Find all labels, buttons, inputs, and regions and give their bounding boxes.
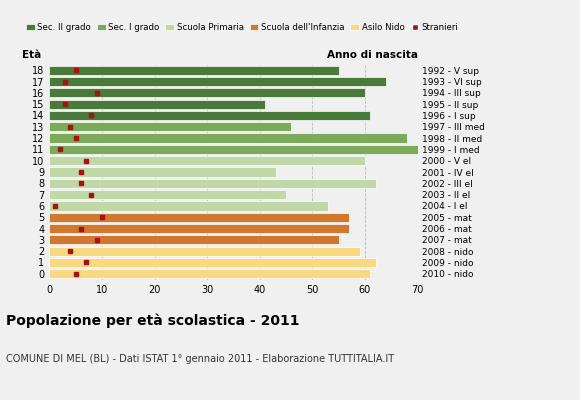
Bar [49, 88, 365, 98]
Bar [49, 190, 286, 199]
Bar [49, 66, 339, 75]
Bar [49, 212, 349, 222]
Bar [49, 258, 375, 267]
Bar [49, 201, 328, 210]
Legend: Sec. II grado, Sec. I grado, Scuola Primaria, Scuola dell'Infanzia, Asilo Nido, : Sec. II grado, Sec. I grado, Scuola Prim… [26, 23, 458, 32]
Bar [49, 246, 360, 256]
Text: Popolazione per età scolastica - 2011: Popolazione per età scolastica - 2011 [6, 314, 299, 328]
Bar [49, 134, 407, 143]
Bar [49, 179, 375, 188]
Text: Età: Età [21, 50, 41, 60]
Bar [49, 111, 370, 120]
Bar [49, 167, 276, 177]
Bar [49, 122, 291, 132]
Bar [49, 77, 386, 86]
Text: COMUNE DI MEL (BL) - Dati ISTAT 1° gennaio 2011 - Elaborazione TUTTITALIA.IT: COMUNE DI MEL (BL) - Dati ISTAT 1° genna… [6, 354, 394, 364]
Text: Anno di nascita: Anno di nascita [327, 50, 418, 60]
Bar [49, 269, 370, 278]
Bar [49, 224, 349, 233]
Bar [49, 235, 339, 244]
Bar [49, 100, 265, 109]
Bar [49, 156, 365, 165]
Bar [49, 145, 418, 154]
